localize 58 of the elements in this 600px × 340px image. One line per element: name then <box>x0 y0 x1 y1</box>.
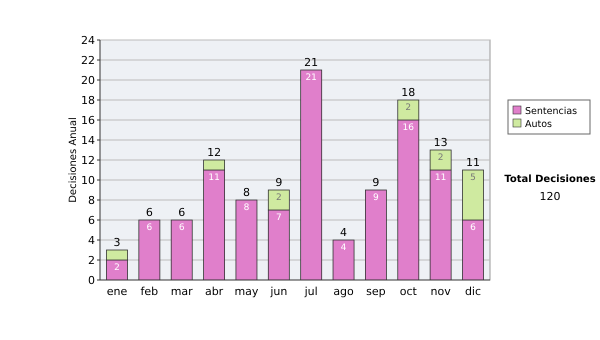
y-tick-label: 14 <box>81 134 95 147</box>
total-label: 6 <box>178 206 186 219</box>
y-tick-label: 22 <box>81 54 95 67</box>
x-tick-label: jul <box>304 285 318 298</box>
total-label: 21 <box>304 56 318 69</box>
x-tick-label: mar <box>170 285 194 298</box>
total-label: 18 <box>401 86 416 99</box>
x-tick-label: feb <box>140 285 158 298</box>
data-label: 2 <box>114 263 120 273</box>
data-label: 2 <box>438 153 444 163</box>
data-label: 9 <box>373 193 380 203</box>
legend-label: Sentencias <box>525 106 578 117</box>
total-label: 13 <box>434 136 448 149</box>
x-tick-label: oct <box>400 285 418 298</box>
total-label: 9 <box>372 176 380 189</box>
data-label: 6 <box>470 223 476 233</box>
data-label: 5 <box>470 173 476 183</box>
total-label: 11 <box>466 156 480 169</box>
x-tick-label: may <box>234 285 259 298</box>
total-label: 9 <box>275 176 282 189</box>
x-tick-label: jun <box>269 285 288 298</box>
x-tick-label: ene <box>106 285 128 298</box>
legend-label: Autos <box>525 119 552 130</box>
y-tick-label: 2 <box>88 254 95 267</box>
data-label: 6 <box>146 223 152 233</box>
total-label: 12 <box>207 146 222 159</box>
data-label: 21 <box>305 73 317 83</box>
x-tick-label: ago <box>333 285 354 298</box>
data-label: 11 <box>434 173 446 183</box>
y-tick-label: 4 <box>88 234 95 247</box>
y-tick-label: 20 <box>81 74 95 87</box>
data-label: 7 <box>276 213 282 223</box>
x-tick-label: dic <box>464 285 482 298</box>
x-tick-label: nov <box>430 285 452 298</box>
total-label: 8 <box>242 186 250 199</box>
data-label: 16 <box>402 123 414 133</box>
y-tick-label: 0 <box>88 274 95 287</box>
data-label: 8 <box>244 203 250 213</box>
y-tick-label: 16 <box>81 114 95 127</box>
data-label: 4 <box>340 243 347 253</box>
data-label: 6 <box>178 223 185 233</box>
text: Total Decisiones <box>504 174 596 185</box>
y-tick-label: 6 <box>88 214 95 227</box>
data-label: 11 <box>208 173 220 183</box>
x-tick-label: abr <box>204 285 224 298</box>
y-tick-label: 12 <box>81 154 95 167</box>
total-label: 6 <box>146 206 153 219</box>
y-tick-label: 10 <box>81 174 95 187</box>
y-tick-label: 18 <box>81 94 95 107</box>
data-label: 2 <box>405 103 412 113</box>
text: 120 <box>540 190 560 203</box>
y-tick-label: 24 <box>81 34 95 47</box>
data-label: 2 <box>276 193 282 203</box>
y-tick-label: 8 <box>88 194 95 207</box>
y-axis-title: Decisiones Anual <box>68 117 79 203</box>
total-label: 3 <box>113 236 120 249</box>
x-tick-label: sep <box>366 285 386 298</box>
total-label: 4 <box>340 226 348 239</box>
